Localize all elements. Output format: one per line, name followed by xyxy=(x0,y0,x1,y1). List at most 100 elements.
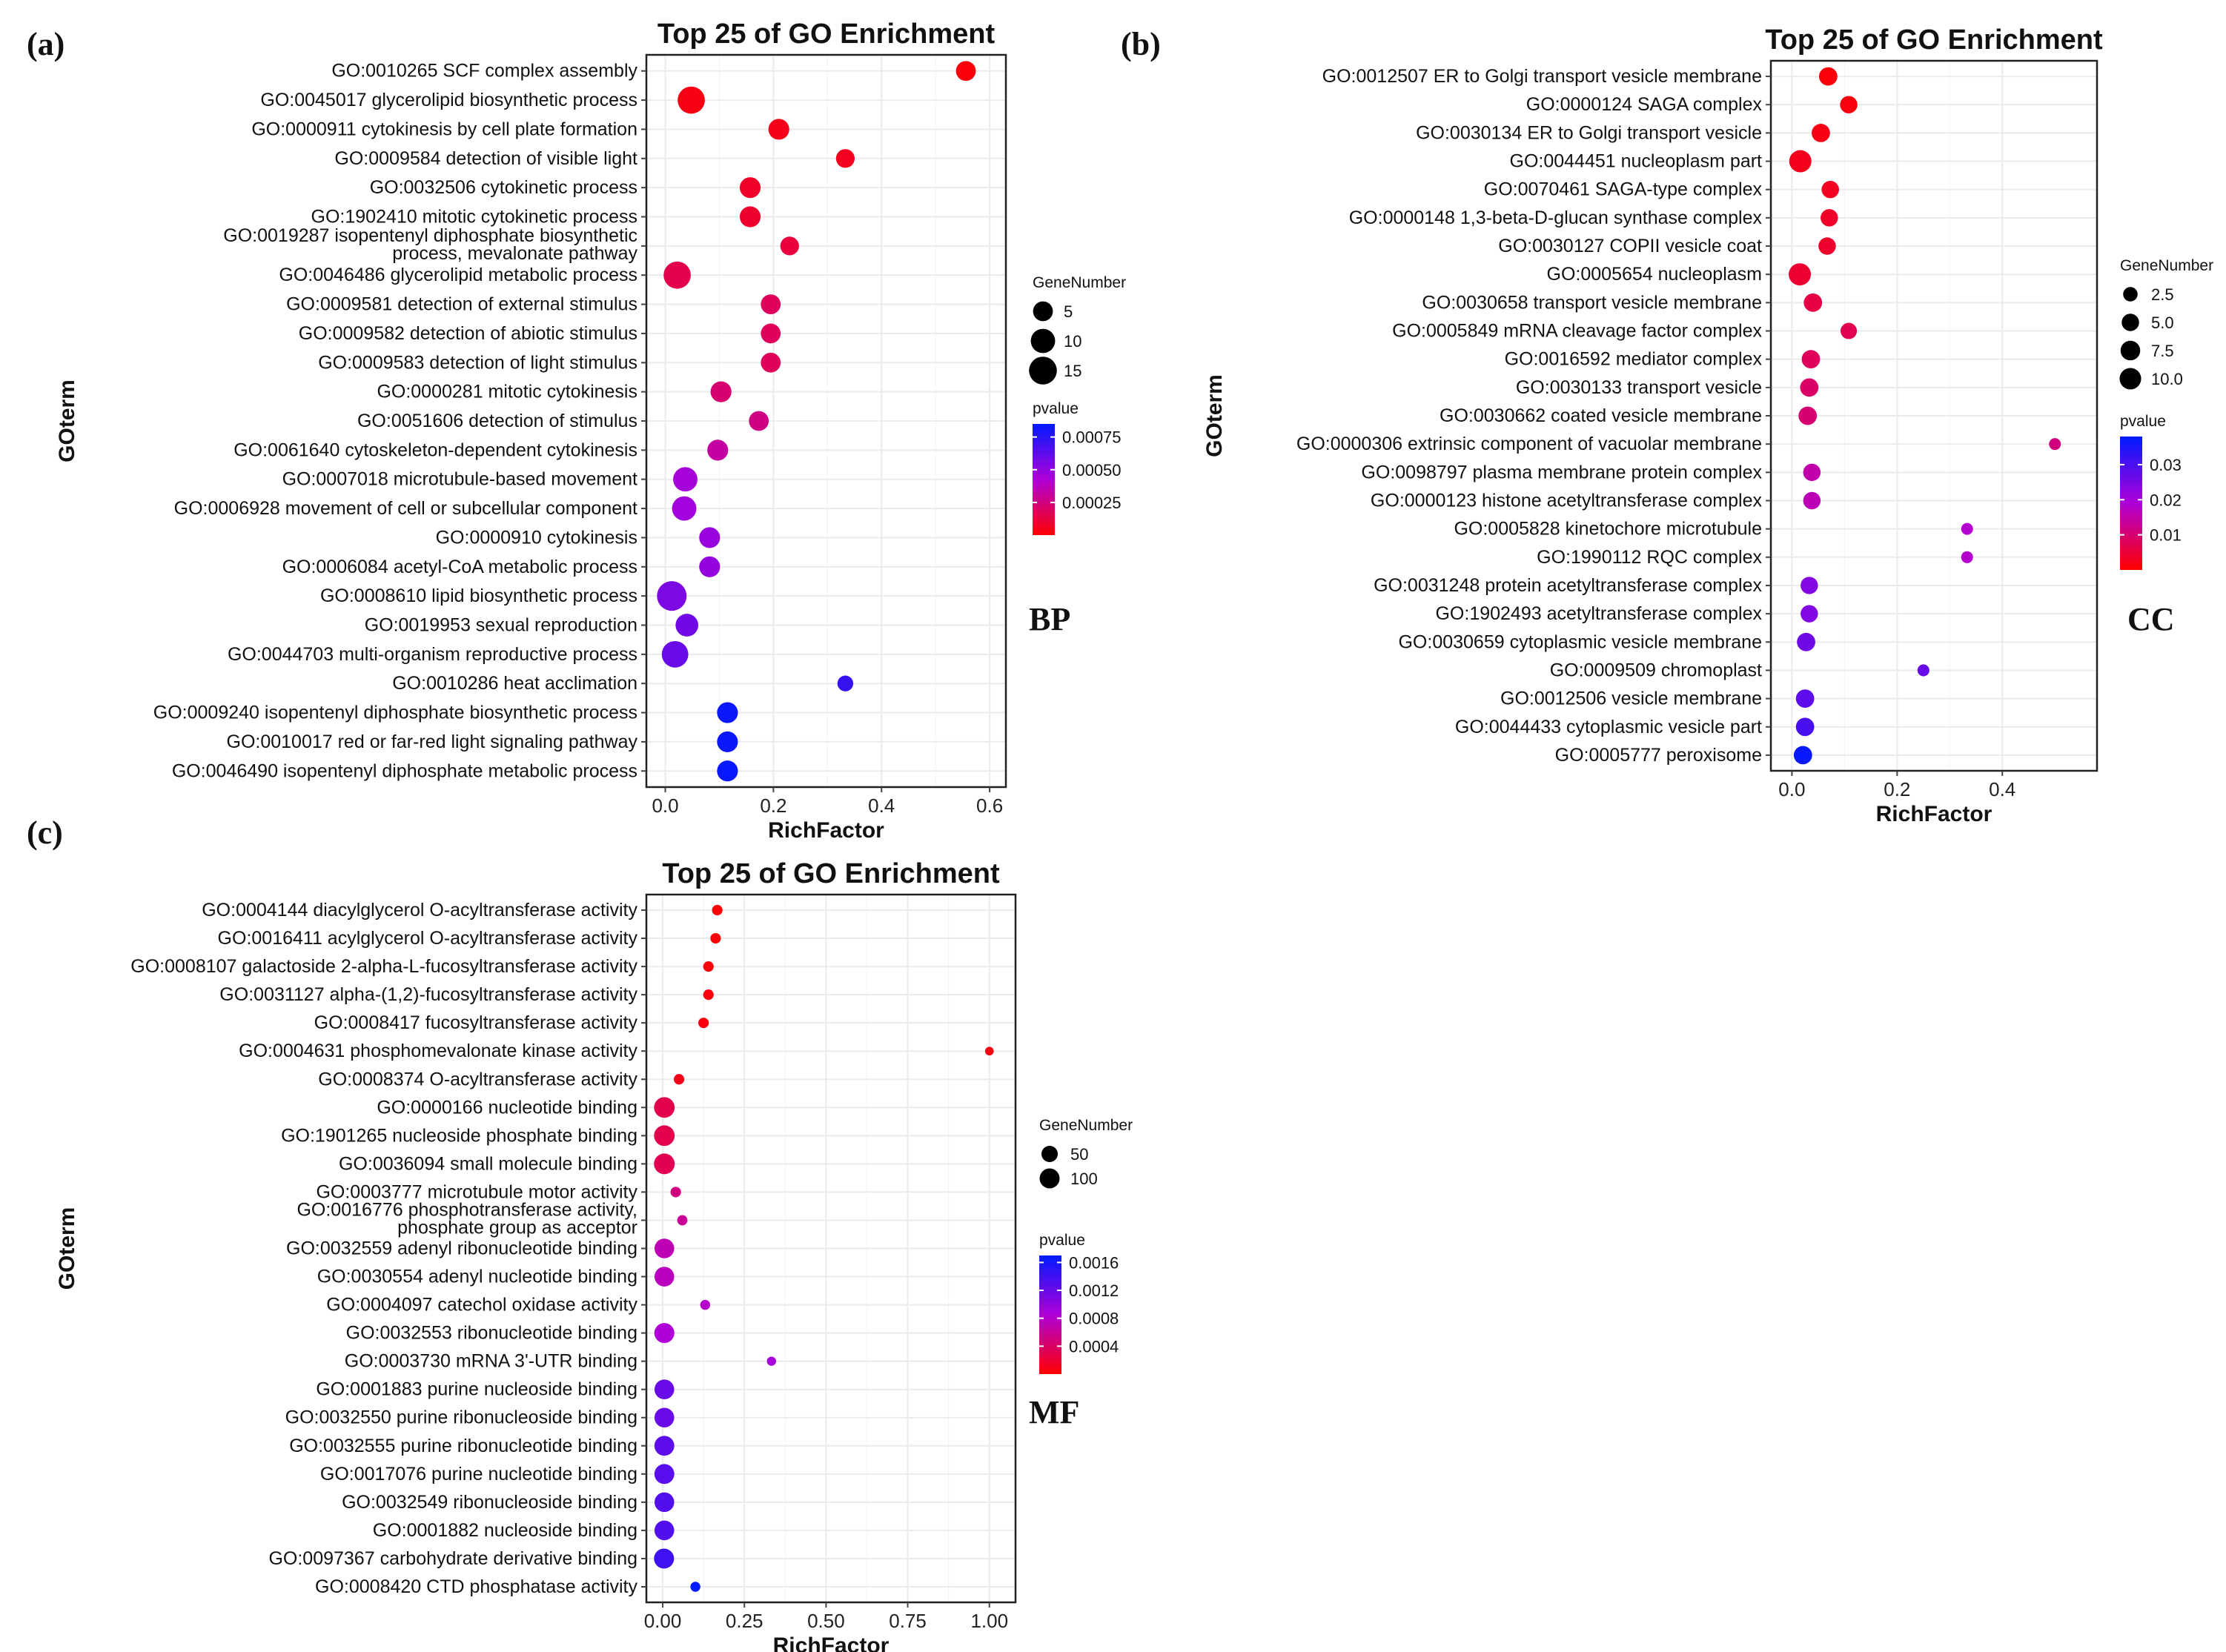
y-tick-label: GO:0012507 ER to Golgi transport vesicle… xyxy=(1322,66,1762,87)
data-point xyxy=(698,1018,709,1029)
y-tick-label: GO:0007018 microtubule-based movement xyxy=(282,469,637,490)
data-point xyxy=(654,1238,675,1258)
size-legend-title: GeneNumber xyxy=(1033,274,1126,291)
y-tick-label: GO:0008374 O-acyltransferase activity xyxy=(318,1069,637,1089)
y-tick-label: GO:0017076 purine nucleotide binding xyxy=(320,1464,637,1485)
data-point xyxy=(761,294,781,314)
size-legend-label: 100 xyxy=(1070,1170,1098,1188)
y-tick-label: GO:0036094 small molecule binding xyxy=(339,1153,637,1174)
data-point xyxy=(1818,237,1836,255)
data-point xyxy=(1917,664,1929,677)
size-legend-label: 50 xyxy=(1070,1145,1088,1164)
y-tick-label: GO:0061640 cytoskeleton-dependent cytoki… xyxy=(233,439,637,460)
x-tick-label: 0.25 xyxy=(726,1610,763,1632)
y-tick-label: GO:0016776 phosphotransferase activity, p… xyxy=(297,1199,637,1238)
y-tick-label: GO:0009509 chromoplast xyxy=(1550,660,1762,680)
color-legend-label: 0.0004 xyxy=(1069,1337,1119,1356)
data-point xyxy=(739,206,761,228)
data-point xyxy=(712,904,723,916)
y-tick-label: GO:0008107 galactoside 2-alpha-L-fucosyl… xyxy=(130,956,637,977)
size-legend-key xyxy=(2123,287,2138,302)
data-point xyxy=(1801,350,1821,369)
y-axis-title: GOterm xyxy=(55,1207,79,1290)
y-tick-label: GO:0010017 red or far-red light signalin… xyxy=(227,732,638,752)
x-tick-label: 1.00 xyxy=(970,1610,1008,1632)
y-tick-label: GO:0006084 acetyl-CoA metabolic process xyxy=(282,557,637,577)
y-tick-label: GO:0009583 detection of light stimulus xyxy=(318,352,637,373)
data-point xyxy=(654,1464,675,1485)
y-tick-label: GO:0006928 movement of cell or subcellul… xyxy=(174,498,637,519)
x-tick-label: 0.0 xyxy=(1778,778,1805,800)
chart-title: Top 25 of GO Enrichment xyxy=(662,858,1000,889)
color-legend-bar xyxy=(1033,424,1055,535)
data-point xyxy=(654,1407,675,1428)
data-point xyxy=(955,61,976,82)
y-tick-label: GO:0009240 isopentenyl diphosphate biosy… xyxy=(153,703,637,723)
y-tick-label: GO:0003730 mRNA 3'-UTR binding xyxy=(345,1351,637,1372)
data-point xyxy=(710,932,721,944)
y-tick-label: GO:0098797 plasma membrane protein compl… xyxy=(1361,462,1762,482)
data-point xyxy=(654,1436,675,1456)
data-point xyxy=(1795,717,1815,737)
y-tick-label: GO:0000166 nucleotide binding xyxy=(377,1097,637,1118)
size-legend-key xyxy=(2121,314,2139,331)
x-tick-label: 0.50 xyxy=(807,1610,845,1632)
data-point xyxy=(703,961,714,972)
x-tick-label: 0.2 xyxy=(760,795,786,817)
data-point xyxy=(717,702,738,723)
color-legend-label: 0.0016 xyxy=(1069,1253,1119,1272)
data-point xyxy=(654,1097,675,1118)
chart-title: Top 25 of GO Enrichment xyxy=(657,19,996,50)
data-point xyxy=(1797,632,1815,651)
data-point xyxy=(739,177,761,199)
data-point xyxy=(1818,67,1838,86)
y-tick-label: GO:0004144 diacylglycerol O-acyltransfer… xyxy=(202,900,637,920)
data-point xyxy=(1803,491,1821,510)
color-legend-label: 0.00050 xyxy=(1062,461,1122,480)
data-point xyxy=(837,675,854,691)
data-point xyxy=(654,1548,675,1569)
size-legend-label: 2.5 xyxy=(2151,285,2174,304)
x-tick-label: 0.4 xyxy=(1989,778,2015,800)
data-point xyxy=(768,119,789,140)
data-point xyxy=(1961,551,1973,563)
data-point xyxy=(1961,523,1973,535)
data-point xyxy=(670,1187,681,1198)
data-point xyxy=(700,1299,711,1310)
data-point xyxy=(699,556,721,577)
panel-mf: (c) Top 25 of GO Enrichment GO:0004144 dia… xyxy=(27,815,1133,1652)
x-tick-label: 0.00 xyxy=(644,1610,682,1632)
y-tick-label: GO:0030659 cytoplasmic vesicle membrane xyxy=(1398,631,1762,652)
y-tick-label: GO:0001883 purine nucleoside binding xyxy=(316,1379,637,1400)
color-legend-label: 0.0008 xyxy=(1069,1310,1119,1328)
data-point xyxy=(675,614,699,637)
color-legend-bar xyxy=(1039,1255,1061,1374)
chart-title: Top 25 of GO Enrichment xyxy=(1765,24,2103,56)
data-point xyxy=(717,760,738,782)
data-point xyxy=(673,467,698,492)
size-legend-key xyxy=(2120,340,2141,361)
x-tick-label: 0.2 xyxy=(1884,778,1910,800)
y-tick-label: GO:0044433 cytoplasmic vesicle part xyxy=(1455,717,1762,737)
ontology-label: CC xyxy=(2127,601,2175,637)
color-legend-title: pvalue xyxy=(1033,400,1079,417)
y-tick-label: GO:0046490 isopentenyl diphosphate metab… xyxy=(172,760,637,781)
data-point xyxy=(761,323,781,344)
data-point xyxy=(654,1520,675,1541)
y-tick-label: GO:0031248 protein acetyltransferase com… xyxy=(1374,575,1762,596)
y-tick-label: GO:0045017 glycerolipid biosynthetic pro… xyxy=(260,90,637,110)
data-point xyxy=(1840,96,1858,113)
data-point xyxy=(654,1492,675,1513)
data-point xyxy=(1801,605,1818,623)
y-tick-label: GO:0003777 microtubule motor activity xyxy=(316,1181,637,1202)
y-tick-label: GO:0030133 transport vesicle xyxy=(1516,377,1762,398)
color-legend-bar xyxy=(2120,437,2142,570)
data-point xyxy=(835,149,855,168)
y-tick-label: GO:0031127 alpha-(1,2)-fucosyltransferas… xyxy=(219,984,637,1005)
y-tick-label: GO:0046486 glycerolipid metabolic proces… xyxy=(279,265,637,285)
y-tick-label: GO:0009581 detection of external stimulu… xyxy=(286,294,637,315)
size-legend-key xyxy=(1033,301,1053,322)
y-tick-label: GO:0016411 acylglycerol O-acyltransferas… xyxy=(218,928,638,949)
color-legend-title: pvalue xyxy=(2120,413,2166,430)
